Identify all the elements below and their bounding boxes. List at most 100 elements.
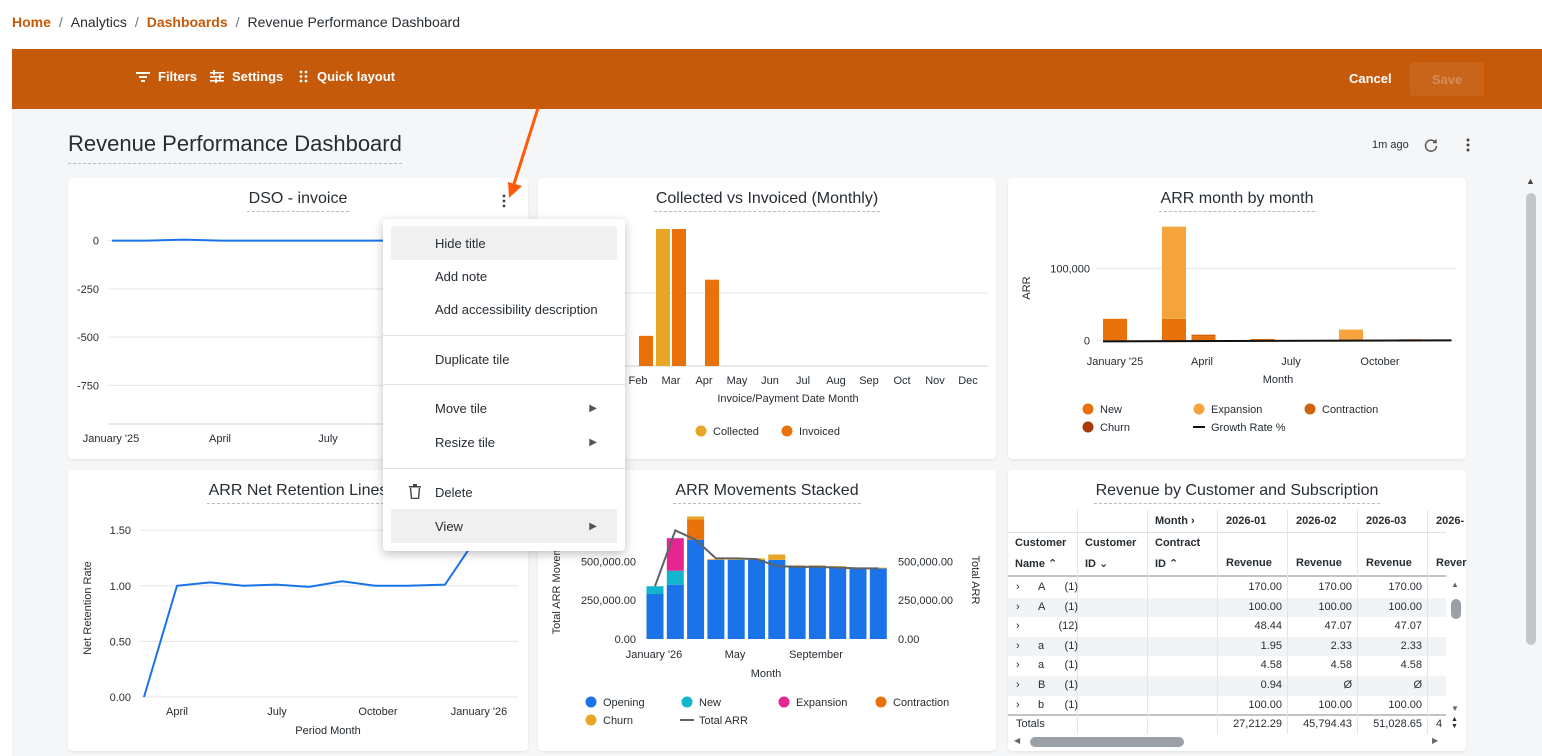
- customer-name-cell: A: [1038, 600, 1046, 613]
- breadcrumb-dashboards[interactable]: Dashboards: [146, 14, 228, 30]
- column-header: 2026-: [1436, 515, 1465, 527]
- annotation-arrow: [508, 107, 540, 198]
- x-tick-label: Apr: [695, 375, 712, 387]
- totals-cell: 51,028.65: [1373, 718, 1422, 730]
- x-tick-label: April: [166, 706, 188, 718]
- tile-arr-month-by-month[interactable]: ARR month by month 0 100,000 ARR January '2…: [1008, 178, 1466, 459]
- customer-count-cell: (12): [1058, 620, 1078, 633]
- bar-new: [1162, 318, 1186, 341]
- customer-name-cell: b: [1038, 698, 1045, 711]
- x-tick-label: Mar: [662, 375, 681, 387]
- row-header-customer-id: ID ⌄: [1085, 558, 1109, 570]
- menu-view[interactable]: View ▶: [391, 509, 617, 543]
- tile-more-vert-icon[interactable]: [498, 193, 510, 209]
- menu-divider: [383, 335, 625, 336]
- x-tick-label: January '26: [451, 706, 508, 718]
- y-axis-title: Net Retention Rate: [82, 561, 94, 655]
- tile-title[interactable]: Revenue by Customer and Subscription: [1093, 482, 1381, 504]
- row-header-contract-id: Contract: [1155, 537, 1201, 549]
- menu-resize-tile[interactable]: Resize tile ▶: [391, 425, 617, 459]
- bar-opening: [849, 568, 867, 639]
- customer-name-cell: a: [1038, 639, 1045, 652]
- scroll-updown-icon: ▲ ▼: [1451, 716, 1458, 730]
- x-tick-label: July: [318, 433, 338, 445]
- save-button[interactable]: Save: [1410, 62, 1484, 96]
- bar-invoiced: [672, 229, 686, 366]
- customer-count-cell: (1): [1064, 581, 1078, 593]
- tile-title[interactable]: Collected vs Invoiced (Monthly): [653, 190, 881, 212]
- retention-line-chart: 0.00 0.50 1.00 1.50 Net Retention Rate April J…: [82, 525, 518, 737]
- bar-expansion: [666, 538, 684, 571]
- table-gridline: [1147, 510, 1148, 734]
- y-tick-label: -250: [77, 284, 99, 296]
- customer-name-cell: A: [1038, 581, 1046, 593]
- legend-marker: [695, 425, 707, 437]
- measure-header: Revenue: [1366, 557, 1412, 569]
- refresh-icon[interactable]: [1423, 137, 1439, 153]
- last-updated: 1m ago: [1372, 139, 1409, 151]
- cancel-button[interactable]: Cancel: [1349, 71, 1392, 86]
- row-header-customer-id: Customer: [1085, 537, 1137, 549]
- bar-opening: [748, 559, 765, 639]
- filters-button[interactable]: Filters: [136, 69, 197, 84]
- more-vert-icon[interactable]: [1461, 137, 1475, 153]
- x-tick-label: July: [267, 706, 287, 718]
- menu-item-label: Resize tile: [435, 434, 495, 450]
- x-tick-label: July: [1281, 356, 1301, 368]
- bar-churn: [768, 554, 786, 560]
- dashboard-title[interactable]: Revenue Performance Dashboard: [68, 131, 402, 164]
- customer-count-cell: (1): [1064, 600, 1078, 613]
- tile-title[interactable]: DSO - invoice: [246, 190, 350, 212]
- settings-button[interactable]: Settings: [210, 69, 283, 84]
- revenue-cell: 0.94: [1260, 679, 1282, 691]
- legend-label: Invoiced: [799, 426, 840, 438]
- total-arr-line: [654, 529, 879, 587]
- row-header-customer-name: Customer: [1015, 537, 1067, 549]
- column-header: 2026-03: [1366, 515, 1407, 527]
- menu-add-accessibility-description[interactable]: Add accessibility description: [391, 292, 617, 326]
- scrollbar-thumb[interactable]: [1526, 193, 1536, 645]
- menu-add-note[interactable]: Add note: [391, 259, 617, 293]
- menu-item-label: Duplicate tile: [435, 351, 510, 367]
- row-header-contract-id: ID ⌃: [1155, 558, 1179, 570]
- y2-tick-label: 250,000.00: [898, 595, 953, 607]
- legend-marker: [1304, 403, 1316, 415]
- customer-name-cell: a: [1038, 659, 1045, 672]
- quick-layout-label: Quick layout: [317, 69, 396, 84]
- tile-title[interactable]: ARR Net Retention Lines: [206, 482, 390, 504]
- expand-row-icon: ›: [1016, 620, 1020, 633]
- menu-delete[interactable]: Delete: [391, 475, 617, 509]
- x-axis-title: Month: [751, 668, 782, 680]
- bar-invoiced: [705, 279, 719, 366]
- menu-duplicate-tile[interactable]: Duplicate tile: [391, 342, 617, 376]
- x-tick-label: Dec: [958, 375, 978, 387]
- revenue-cell: 170.00: [1318, 581, 1352, 593]
- menu-hide-title[interactable]: Hide title: [391, 226, 617, 260]
- menu-move-tile[interactable]: Move tile ▶: [391, 391, 617, 425]
- y-tick-label: 0: [93, 236, 99, 248]
- tile-title[interactable]: ARR month by month: [1158, 190, 1316, 212]
- bar-churn: [829, 566, 847, 567]
- pivot-header-month: Month ›: [1155, 515, 1195, 527]
- tile-title[interactable]: ARR Movements Stacked: [673, 482, 861, 504]
- revenue-cell: 48.44: [1254, 620, 1282, 633]
- bar-opening: [646, 594, 664, 639]
- y-tick-label: 0.00: [110, 692, 131, 704]
- scroll-up-icon[interactable]: ▲: [1526, 176, 1535, 186]
- measure-header: Revenue: [1296, 557, 1342, 569]
- revenue-cell: 1.95: [1260, 639, 1282, 652]
- totals-cell: 27,212.29: [1233, 718, 1282, 730]
- settings-label: Settings: [232, 69, 284, 84]
- table-gridline: [1008, 575, 1446, 577]
- menu-divider: [383, 468, 625, 469]
- x-tick-label: January '26: [626, 649, 683, 661]
- quick-layout-button[interactable]: Quick layout: [299, 69, 395, 84]
- collected-bar-chart: Feb Mar Apr May Jun Jul Aug Sep Oct Nov Dec Invoice…: [623, 229, 988, 438]
- breadcrumb-home[interactable]: Home: [12, 14, 51, 30]
- bar-opening: [727, 559, 745, 639]
- x-tick-label: Sep: [859, 375, 879, 387]
- table-gridline: [1008, 532, 1446, 533]
- menu-item-label: Add note: [435, 268, 488, 284]
- table-scroll-thumb: [1451, 599, 1461, 619]
- revenue-cell: 100.00: [1248, 600, 1282, 613]
